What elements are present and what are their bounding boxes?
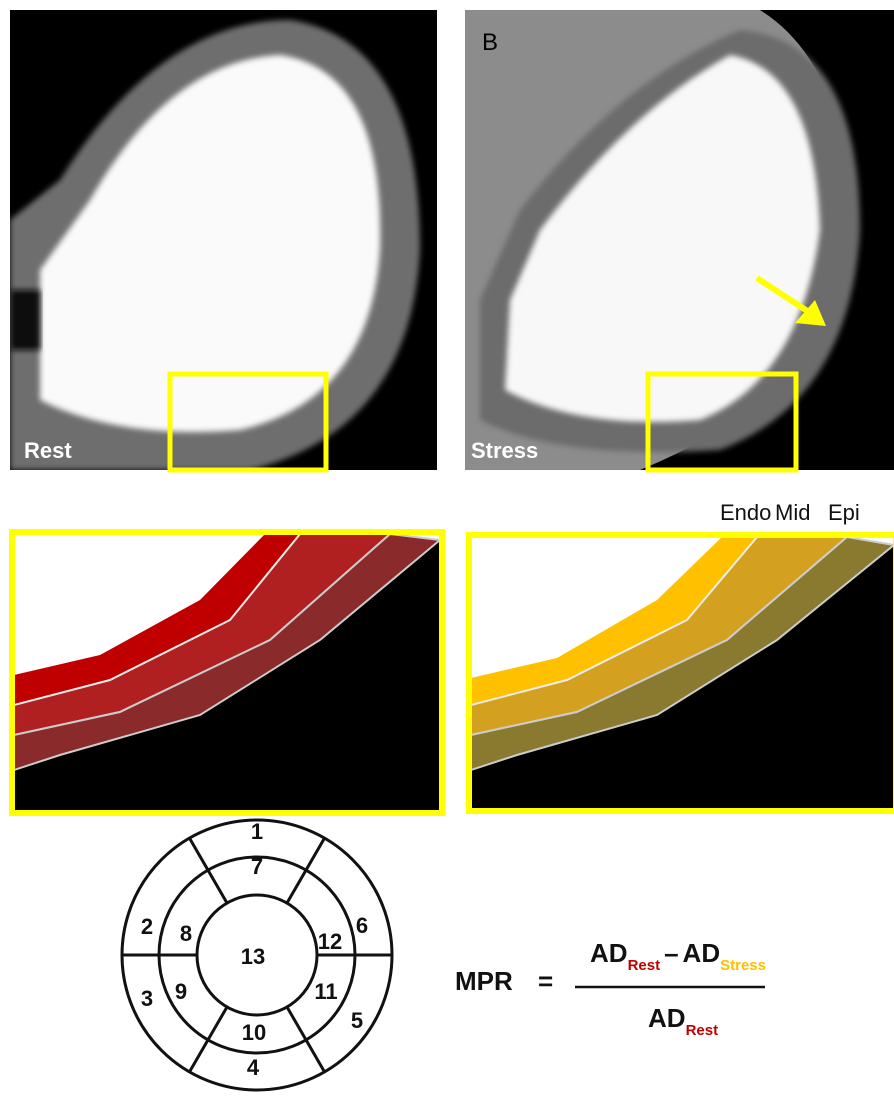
segment-divider [287, 1007, 325, 1072]
rest-image [10, 10, 437, 470]
layer-label: Endo [720, 500, 771, 525]
segment-number: 7 [251, 854, 263, 879]
denominator: ADRest [648, 1003, 718, 1039]
layer-label: Epi [828, 500, 860, 525]
segment-number: 3 [141, 986, 153, 1011]
segment-divider [287, 838, 325, 903]
numerator: ADRest–ADStress [590, 938, 766, 974]
segment-number: 13 [241, 944, 265, 969]
segment-number: 8 [180, 921, 192, 946]
rest-zoom [14, 534, 440, 811]
formula-lhs: MPR [455, 966, 513, 996]
segment-number: 12 [318, 929, 342, 954]
stress-zoom [471, 537, 894, 809]
figure: A Rest B Stress Endo Mid Epi 12345678910… [0, 0, 894, 1118]
segment-number: 11 [314, 979, 337, 1004]
segment-divider [190, 1007, 228, 1072]
segment-number: 1 [251, 819, 263, 844]
segment-divider [190, 838, 228, 903]
segment-number: 6 [356, 913, 368, 938]
segment-number: 2 [141, 914, 153, 939]
panel-label: B [482, 29, 498, 56]
stress-image [465, 10, 894, 470]
segment-number: 10 [242, 1020, 266, 1045]
panel-caption: Stress [471, 438, 538, 463]
segment-number: 5 [351, 1008, 363, 1033]
formula-equals: = [538, 966, 553, 996]
panel-label: A [25, 29, 41, 56]
segment-number: 4 [247, 1055, 260, 1080]
segment-number: 9 [175, 979, 187, 1004]
layer-label: Mid [775, 500, 810, 525]
panel-caption: Rest [24, 438, 72, 463]
